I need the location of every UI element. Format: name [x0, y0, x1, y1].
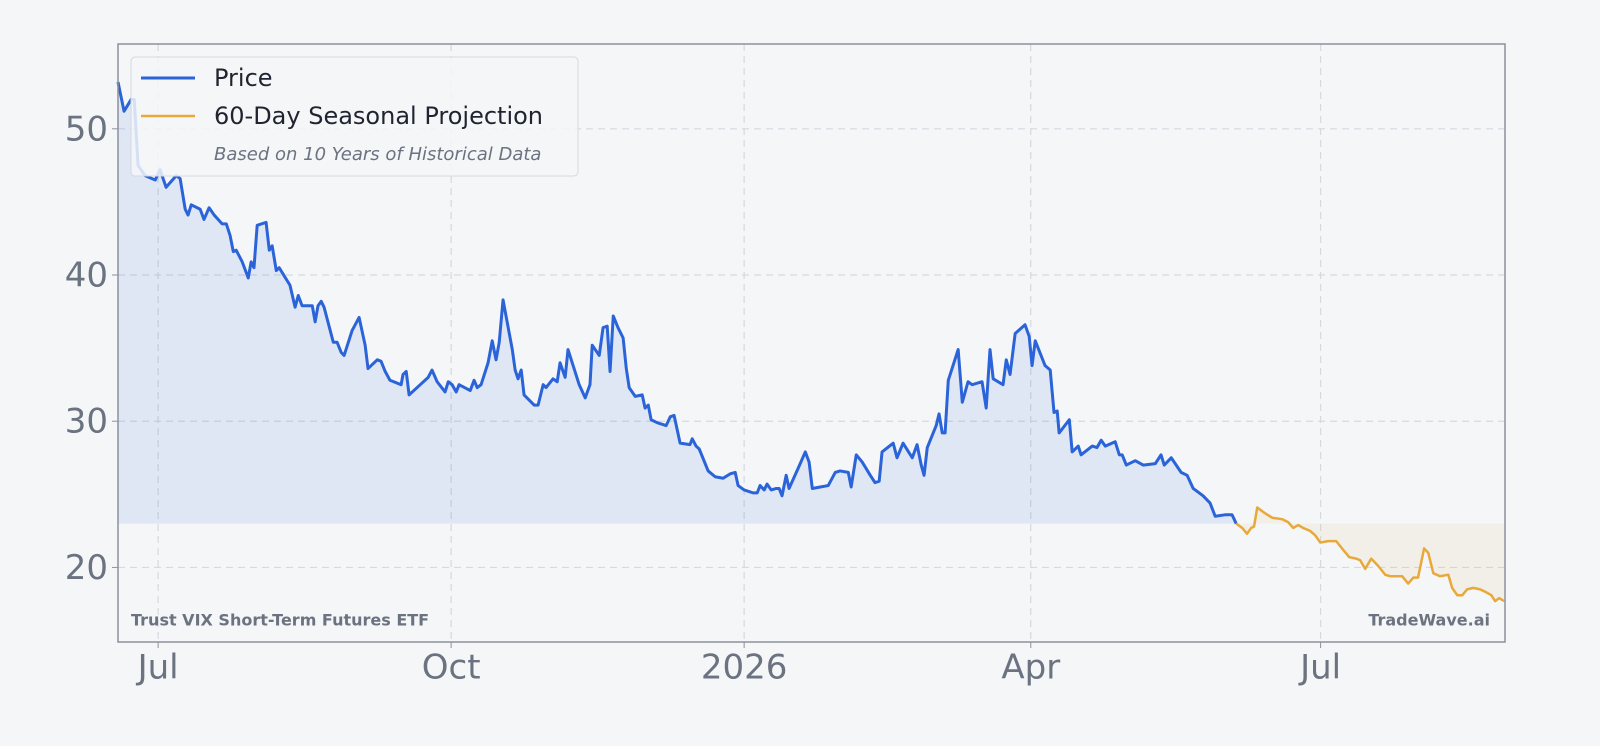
x-tick-label: Jul — [1298, 648, 1341, 688]
plot-frame — [117, 43, 1506, 643]
legend-box — [130, 56, 579, 177]
label-layer: Trust VIX Short-Term Futures ETF TradeWa… — [65, 56, 1490, 688]
series-line — [1235, 506, 1505, 603]
y-tick-label: 40 — [65, 256, 108, 296]
x-tick-label: Jul — [136, 648, 179, 688]
x-tick-label: Oct — [422, 648, 481, 688]
y-tick-label: 50 — [65, 109, 108, 149]
legend-note: Based on 10 Years of Historical Data — [214, 144, 541, 165]
series-line — [116, 81, 1238, 525]
source-label: Trust VIX Short-Term Futures ETF — [131, 611, 429, 630]
legend-label: 60-Day Seasonal Projection — [214, 102, 543, 130]
legend-label: Price — [214, 64, 273, 92]
brand-label: TradeWave.ai — [1368, 611, 1490, 630]
y-tick-label: 30 — [65, 402, 108, 442]
data-layer — [116, 81, 1505, 603]
x-tick-label: Apr — [1001, 648, 1060, 688]
area-fill — [1236, 507, 1505, 602]
y-tick-label: 20 — [65, 548, 108, 588]
x-tick-label: 2026 — [701, 648, 788, 688]
area-fill — [118, 82, 1237, 524]
